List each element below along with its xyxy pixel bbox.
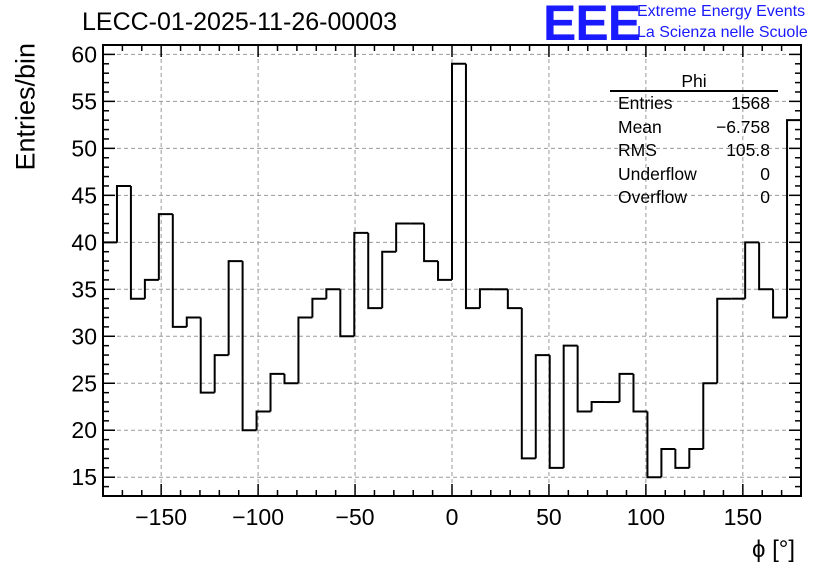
histogram-bin [353,231,369,337]
stats-box: Phi Entries 1568 Mean −6.758 RMS 105.8 U… [610,72,778,210]
histogram-bin [632,373,648,413]
histogram-bin [395,222,411,252]
histogram-bin [534,354,550,459]
stats-label: Mean [618,116,662,137]
x-axis-label: ϕ [°] [752,536,796,563]
stats-row-entries: Entries 1568 [610,92,778,116]
stats-value: 1568 [731,93,770,113]
histogram-bin [716,297,732,384]
histogram-bin [744,241,760,299]
stats-row-rms: RMS 105.8 [610,139,778,163]
histogram-bin [464,63,480,310]
stats-label: Underflow [618,163,697,184]
y-tick-label: 20 [71,417,97,443]
histogram-bin [618,372,634,403]
y-tick-label: 50 [71,135,97,161]
histogram-bin [325,288,341,299]
x-tick-label: −100 [232,504,284,530]
histogram-bin [562,344,578,468]
histogram-bin [702,382,718,450]
histogram-bin [241,261,257,432]
stats-title: Phi [610,72,778,92]
stats-value: 0 [760,187,770,207]
histogram-bin [451,62,466,280]
y-tick-label: 40 [71,229,97,255]
x-tick-label: 150 [724,504,762,530]
histogram-bin [185,316,201,327]
histogram-bin [339,289,355,338]
histogram-bin [506,289,522,310]
histogram-bin [660,448,676,478]
histogram-bin [115,184,131,243]
logo-line-2: La Scienza nelle Scuole [637,24,808,41]
x-tick-label: −150 [135,504,187,530]
stats-label: Entries [618,93,673,113]
y-tick-label: 55 [71,88,97,114]
y-axis-label: Entries/bin [10,42,41,171]
histogram-bin [129,185,145,300]
histogram-bin [367,232,383,310]
histogram-bin [297,316,313,384]
y-tick-label: 60 [71,41,97,67]
stats-label: RMS [618,140,657,160]
y-tick-label: 35 [71,276,97,302]
stats-row-mean: Mean −6.758 [610,116,778,140]
histogram-bin [255,410,271,431]
stats-value: 0 [760,163,770,184]
logo-line-1: Extreme Energy Events [637,3,806,20]
stats-row-underflow: Underflow 0 [610,163,778,187]
eee-logo: EEE [543,0,641,51]
histogram-bin [520,308,536,460]
histogram-bin [674,449,690,469]
histogram-bin [269,372,285,412]
histogram-bin [227,260,243,356]
y-tick-label: 45 [71,182,97,208]
x-tick-label: 100 [627,504,665,530]
histogram-bin [311,297,327,318]
histogram-bin [688,448,704,468]
x-tick-label: 50 [536,504,562,530]
histogram-bin [772,289,788,319]
stats-label: Overflow [618,187,688,207]
histogram-bin [381,250,397,309]
chart-title: LECC-01-2025-11-26-00003 [82,8,398,36]
histogram-bin [157,213,173,280]
histogram-bin [576,345,592,413]
y-tick-label: 25 [71,370,97,396]
histogram-bin [548,355,564,469]
histogram-bin [590,401,606,412]
histogram-bin [283,373,299,385]
histogram-bin [213,354,229,393]
y-tick-label: 30 [71,323,97,349]
histogram-bin [478,288,494,309]
histogram-bin [143,278,159,299]
stats-value: −6.758 [715,116,770,137]
x-tick-label: 0 [446,504,459,530]
histogram-bin [199,317,215,394]
x-tick-label: −50 [336,504,375,530]
histogram-bin [646,411,662,479]
histogram-bin [758,242,774,291]
histogram-bin [437,261,452,281]
stats-row-overflow: Overflow 0 [610,186,778,210]
stats-value: 105.8 [726,140,770,160]
y-tick-label: 15 [71,464,97,490]
histogram-bin [423,223,439,263]
histogram-bin [171,214,187,328]
